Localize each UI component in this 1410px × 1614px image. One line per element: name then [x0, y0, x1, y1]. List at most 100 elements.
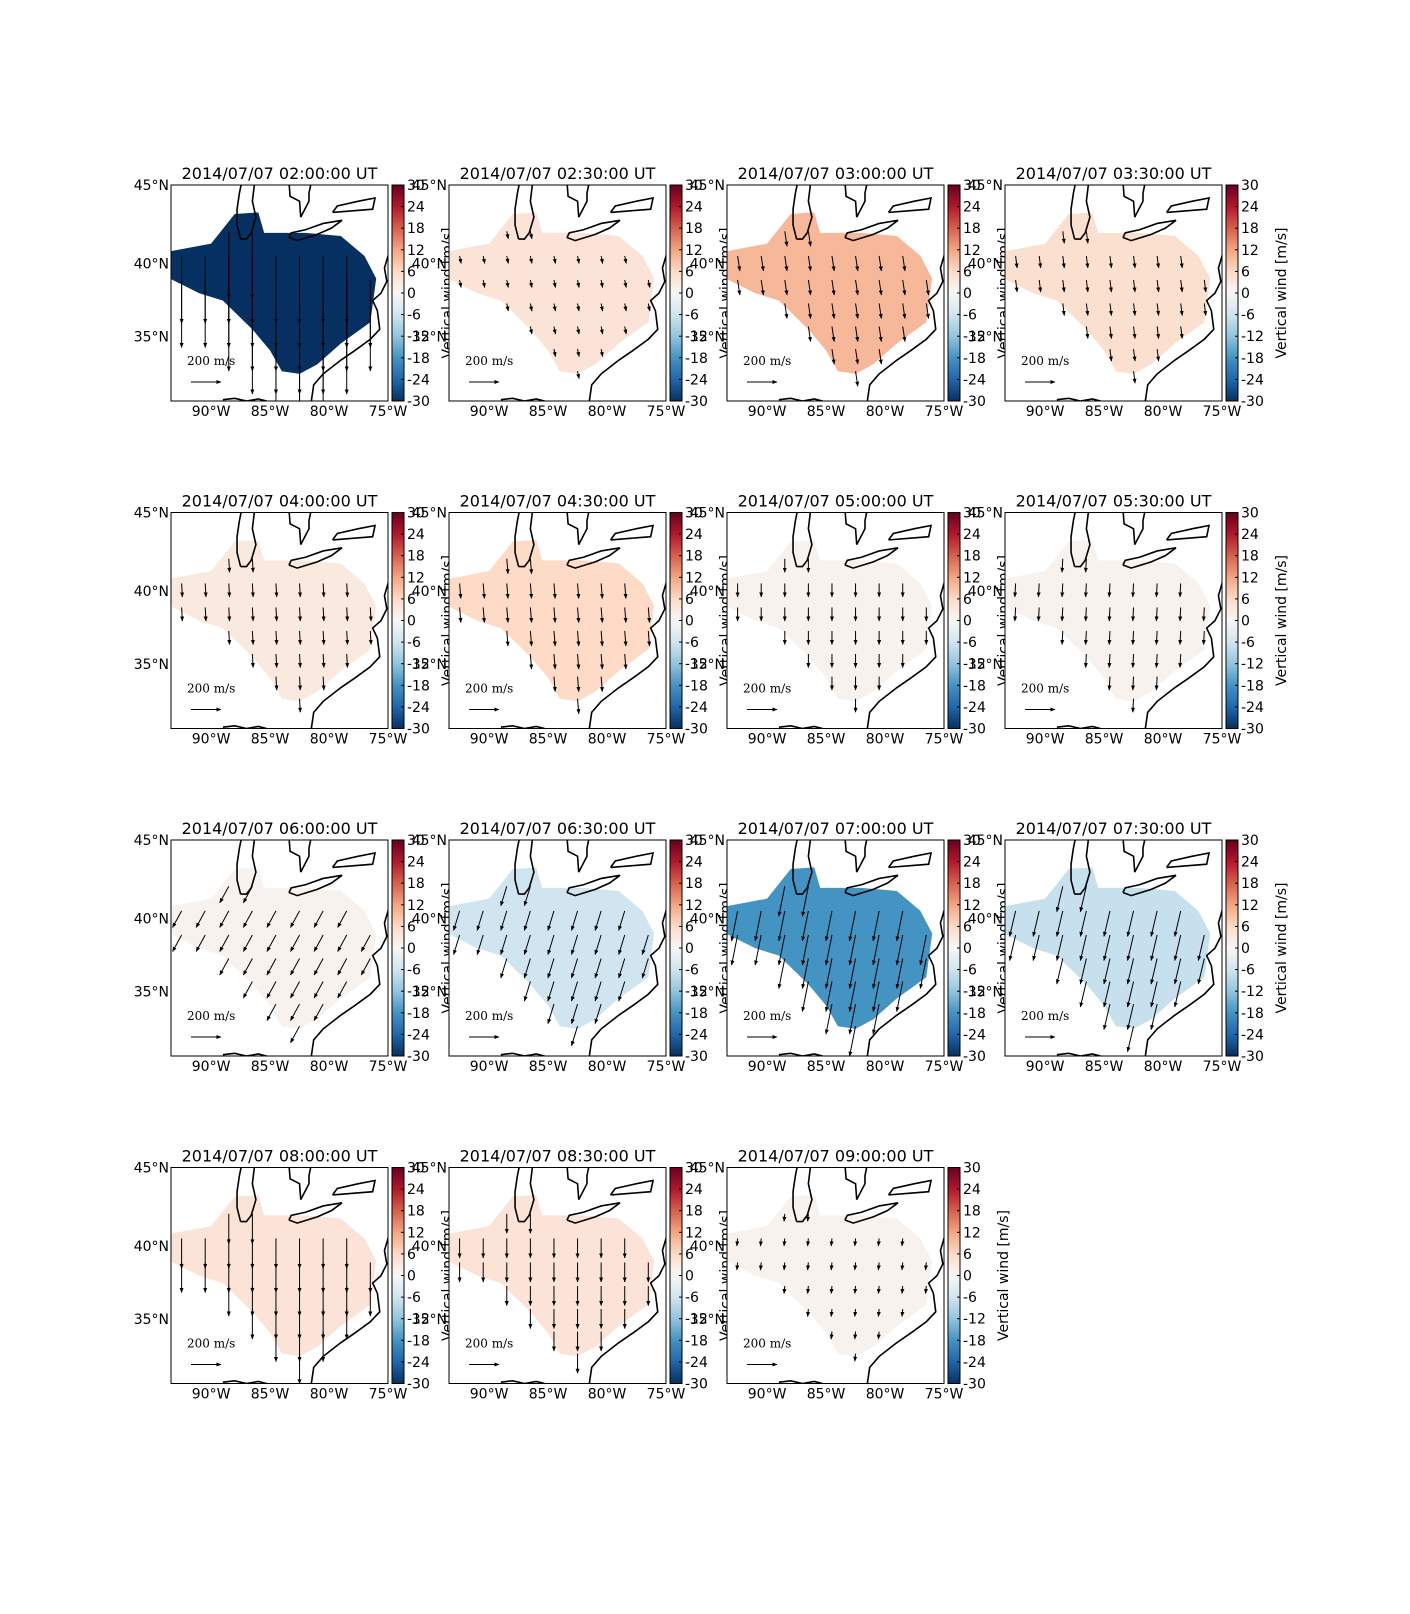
- wind-arrow: [900, 1285, 905, 1294]
- panel-title: 2014/07/07 06:30:00 UT: [460, 819, 656, 838]
- coastline: [222, 1380, 267, 1384]
- wind-arrow: [576, 583, 581, 599]
- wind-arrow: [855, 371, 860, 387]
- wind-arrow: [576, 607, 581, 623]
- coastline: [609, 524, 655, 541]
- wind-arrow: [529, 303, 533, 312]
- wind-arrow: [806, 1285, 811, 1294]
- x-tick-label: 80°W: [1144, 404, 1183, 420]
- colorbar-tick-label: -30: [685, 1377, 708, 1393]
- map-panel: 200 m/s 90°W 85°W 80°W 75°W 35°N 40°N 45°N 2014/…: [412, 1147, 734, 1403]
- key-label: 200 m/s: [187, 682, 235, 696]
- colorbar-tick-label: 30: [1241, 506, 1259, 522]
- wind-arrow: [250, 583, 255, 598]
- wind-arrow: [1179, 255, 1184, 269]
- x-tick-label: 85°W: [251, 404, 290, 420]
- map-panel: 200 m/s 90°W 85°W 80°W 75°W 35°N 40°N 45°N 2014/…: [690, 1147, 1012, 1403]
- wind-field: [727, 1194, 933, 1357]
- wind-arrow: [458, 279, 463, 288]
- wind-arrow: [266, 934, 277, 952]
- y-tick-label: 45°N: [134, 506, 169, 522]
- key-label: 200 m/s: [743, 1009, 791, 1023]
- colorbar-tick-label: 6: [407, 264, 416, 280]
- colorbar-tick-label: -30: [685, 722, 708, 738]
- colorbar-tick-label: 24: [963, 527, 981, 543]
- wind-arrow: [505, 630, 510, 647]
- colorbar-tick-label: 12: [963, 1225, 981, 1241]
- colorbar-tick-label: 12: [685, 1225, 703, 1241]
- coastline: [566, 1202, 621, 1224]
- y-tick-label: 45°N: [134, 833, 169, 849]
- wind-arrow: [730, 910, 739, 942]
- wind-arrow: [242, 958, 253, 976]
- colorbar-tick-label: 24: [407, 1182, 425, 1198]
- wind-arrow: [801, 934, 809, 966]
- x-tick-label: 75°W: [925, 1387, 964, 1403]
- colorbar-tick-label: 0: [1241, 941, 1250, 957]
- wind-arrow: [1083, 558, 1088, 573]
- coastline: [1122, 185, 1146, 218]
- coastline: [310, 908, 388, 1056]
- panel-title: 2014/07/07 05:00:00 UT: [738, 492, 934, 511]
- map-panel: 200 m/s 90°W 85°W 80°W 75°W 35°N 40°N 45°N 2014/…: [968, 164, 1290, 420]
- wind-arrow: [824, 981, 833, 1012]
- wind-arrow: [1085, 255, 1090, 269]
- wind-arrow: [547, 958, 555, 979]
- wind-arrow: [313, 958, 324, 976]
- coastline: [1122, 547, 1177, 569]
- y-tick-label: 35°N: [412, 329, 447, 345]
- coastline: [514, 840, 535, 895]
- wind-arrow: [1132, 371, 1137, 384]
- wind-arrow: [552, 303, 557, 312]
- wind-arrow: [878, 348, 883, 365]
- wind-arrow: [1038, 279, 1043, 293]
- wind-arrow: [1103, 910, 1111, 937]
- wind-arrow: [570, 1003, 579, 1025]
- coastline: [500, 397, 545, 401]
- wind-arrow: [902, 326, 907, 342]
- wind-arrow: [824, 934, 833, 966]
- wind-arrow: [919, 958, 927, 989]
- wind-arrow: [552, 326, 557, 335]
- wind-arrow: [801, 886, 809, 917]
- wind-arrow: [1178, 583, 1183, 598]
- y-tick-label: 40°N: [690, 1239, 725, 1255]
- colorbar-tick-label: 0: [685, 286, 694, 302]
- wind-arrow: [290, 1003, 300, 1021]
- wind-arrow: [594, 1003, 602, 1025]
- wind-arrow: [529, 653, 534, 670]
- map-panel: 200 m/s 90°W 85°W 80°W 75°W 35°N 40°N 45°N 2014/…: [968, 492, 1290, 748]
- coastline: [1165, 851, 1211, 869]
- colorbar-tick-label: 6: [685, 592, 694, 608]
- wind-arrow: [1055, 910, 1064, 937]
- colorbar-tick-label: 0: [685, 614, 694, 630]
- colorbar-tick-label: 0: [407, 614, 416, 630]
- wind-arrow: [806, 1308, 811, 1317]
- wind-arrow: [618, 981, 626, 1002]
- wind-arrow: [1203, 279, 1208, 293]
- wind-arrow: [227, 558, 232, 573]
- wind-arrow: [321, 607, 326, 622]
- wind-arrow: [807, 255, 812, 272]
- x-tick-label: 80°W: [588, 1387, 627, 1403]
- wind-arrow: [482, 607, 487, 623]
- x-tick-label: 80°W: [310, 1059, 349, 1075]
- colorbar-tick-label: 18: [407, 1204, 425, 1220]
- wind-arrow: [1126, 910, 1135, 937]
- x-tick-label: 75°W: [1203, 1059, 1242, 1075]
- y-tick-label: 45°N: [968, 833, 1003, 849]
- wind-arrow: [853, 1262, 858, 1271]
- wind-arrow: [872, 1003, 880, 1035]
- wind-arrow: [195, 934, 206, 952]
- map-panel: 200 m/s 90°W 85°W 80°W 75°W 35°N 40°N 45°N 2014/…: [412, 492, 734, 748]
- colorbar-tick-label: -24: [685, 700, 708, 716]
- wind-arrow: [266, 958, 277, 976]
- wind-arrow: [227, 630, 232, 645]
- coastline: [866, 580, 944, 729]
- colorbar-tick-label: 24: [685, 1182, 703, 1198]
- wind-arrow: [855, 348, 860, 365]
- coastline: [310, 253, 388, 401]
- wind-arrow: [623, 279, 628, 288]
- colorbar-tick-label: -12: [685, 657, 708, 673]
